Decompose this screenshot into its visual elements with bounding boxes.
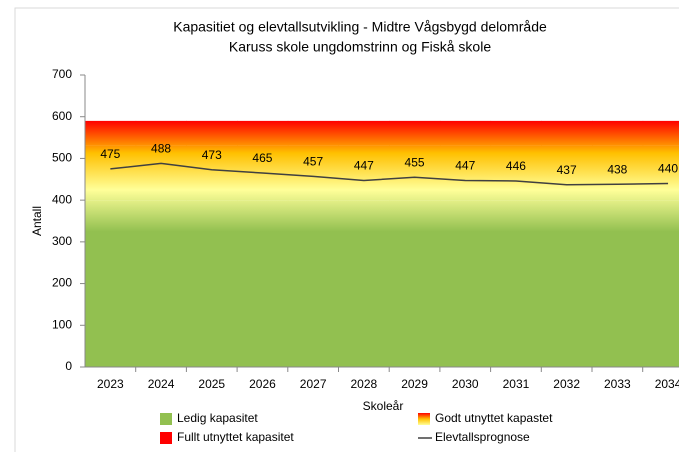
- data-label: 446: [506, 159, 526, 173]
- data-label: 440: [658, 162, 678, 176]
- x-tick-label: 2034: [655, 377, 679, 391]
- x-tick-label: 2027: [300, 377, 327, 391]
- area-segment: [287, 200, 339, 367]
- data-label: 447: [455, 159, 475, 173]
- area-segment: [592, 200, 644, 367]
- area-segment: [85, 120, 137, 146]
- data-label: 438: [607, 162, 627, 176]
- x-tick-label: 2031: [503, 377, 530, 391]
- y-axis-label: Antall: [30, 206, 44, 236]
- x-tick-label: 2030: [452, 377, 479, 391]
- area-segment: [287, 120, 339, 146]
- data-label: 457: [303, 155, 323, 169]
- area-segment: [186, 200, 238, 367]
- x-tick-label: 2028: [350, 377, 377, 391]
- data-label: 455: [405, 155, 425, 169]
- area-segment: [541, 120, 593, 146]
- area-segment: [389, 200, 441, 367]
- legend-label: Fullt utnyttet kapasitet: [177, 430, 294, 444]
- chart-title: Kapasitiet og elevtallsutvikling - Midtr…: [173, 19, 547, 35]
- data-label: 465: [252, 151, 272, 165]
- x-tick-label: 2029: [401, 377, 428, 391]
- area-segment: [389, 120, 441, 146]
- area-segment: [490, 120, 542, 146]
- x-tick-label: 2026: [249, 377, 276, 391]
- legend-swatch: [418, 413, 430, 425]
- chart-subtitle: Karuss skole ungdomstrinn og Fiskå skole: [229, 39, 491, 55]
- y-tick-label: 100: [52, 317, 72, 331]
- area-segment: [642, 145, 679, 201]
- area-segment: [592, 145, 644, 201]
- legend-swatch: [160, 432, 172, 444]
- area-segment: [135, 120, 187, 146]
- y-tick-label: 400: [52, 192, 72, 206]
- area-segment: [490, 200, 542, 367]
- area-segment: [490, 145, 542, 201]
- area-segment: [592, 120, 644, 146]
- area-segment: [389, 145, 441, 201]
- x-tick-label: 2032: [553, 377, 580, 391]
- y-tick-label: 0: [65, 359, 72, 373]
- area-segment: [186, 145, 238, 201]
- x-axis-label: Skoleår: [363, 399, 404, 413]
- legend-swatch: [160, 413, 172, 425]
- area-segment: [338, 145, 390, 201]
- area-segment: [439, 200, 492, 367]
- data-label: 447: [354, 159, 374, 173]
- area-segment: [439, 120, 492, 146]
- line: [110, 162, 669, 186]
- data-label: 473: [202, 148, 222, 162]
- x-tick-label: 2025: [198, 377, 225, 391]
- chart-frame: [14, 7, 679, 452]
- x-tick-label: 2023: [97, 377, 124, 391]
- data-label: 475: [100, 147, 120, 161]
- y-tick-label: 700: [52, 67, 72, 81]
- area-segment: [541, 145, 593, 201]
- y-tick-label: 600: [52, 109, 72, 123]
- area-segment: [642, 120, 679, 146]
- area-segment: [135, 145, 187, 201]
- data-label: 437: [557, 163, 577, 177]
- area-segment: [439, 145, 492, 201]
- x-tick-label: 2033: [604, 377, 631, 391]
- y-tick-label: 200: [52, 276, 72, 290]
- area-segment: [237, 200, 289, 367]
- area-segment: [338, 120, 390, 146]
- area-segment: [186, 120, 238, 146]
- area-segment: [287, 145, 339, 201]
- area-segment: [85, 145, 137, 201]
- legend-label: Elevtallsprognose: [435, 430, 530, 444]
- x-tick-label: 2024: [148, 377, 175, 391]
- y-tick-label: 300: [52, 234, 72, 248]
- legend-label: Godt utnyttet kapastet: [435, 411, 553, 425]
- area-segment: [642, 200, 679, 367]
- legend-label: Ledig kapasitet: [177, 411, 258, 425]
- area-segment: [135, 200, 187, 367]
- y-tick-label: 500: [52, 151, 72, 165]
- area-segment: [541, 200, 593, 367]
- area-segment: [85, 200, 137, 367]
- data-label: 488: [151, 142, 171, 156]
- area-segment: [338, 200, 390, 367]
- area-segment: [237, 120, 289, 146]
